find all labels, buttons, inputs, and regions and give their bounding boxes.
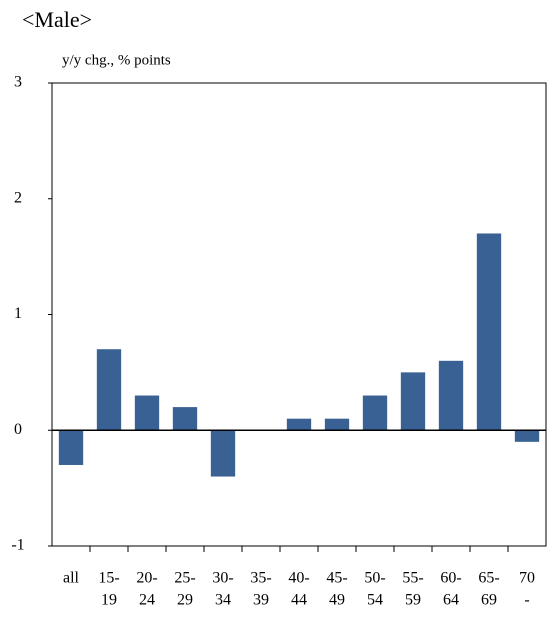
x-tick-label: 59 [405, 592, 421, 609]
x-tick-label: 54 [367, 592, 383, 609]
x-tick-label: 49 [329, 592, 345, 609]
x-tick-label: 34 [215, 592, 231, 609]
x-tick-label: 19 [101, 592, 117, 609]
x-tick-label: 55- [402, 570, 423, 587]
x-tick-label: 64 [443, 592, 459, 609]
x-tick-label: 45- [326, 570, 347, 587]
bar [438, 360, 464, 431]
y-tick-label: 0 [14, 421, 22, 438]
y-tick-label: -1 [11, 537, 24, 554]
x-tick-label: 39 [253, 592, 269, 609]
x-tick-label: 40- [288, 570, 309, 587]
x-tick-label: 24 [139, 592, 155, 609]
chart-title: <Male> [22, 7, 92, 32]
y-tick-label: 2 [14, 189, 22, 206]
bar [58, 430, 84, 465]
bar [172, 407, 198, 431]
x-tick-label: 20- [136, 570, 157, 587]
bar [286, 418, 312, 431]
bar [134, 395, 160, 431]
x-tick-label: all [63, 570, 80, 587]
x-tick-label: 15- [98, 570, 119, 587]
bar [210, 430, 236, 477]
y-axis-label: y/y chg., % points [62, 52, 171, 68]
plot-frame [51, 82, 547, 547]
y-tick-label: 3 [14, 74, 22, 91]
bar [362, 395, 388, 431]
x-tick-label: 29 [177, 592, 193, 609]
y-tick-label: 1 [14, 305, 22, 322]
bar [514, 430, 540, 442]
bar [476, 233, 502, 431]
x-tick-label: - [524, 592, 529, 609]
x-tick-label: 44 [291, 592, 307, 609]
x-tick-label: 25- [174, 570, 195, 587]
x-tick-label: 65- [478, 570, 499, 587]
bar [96, 349, 122, 431]
x-tick-label: 30- [212, 570, 233, 587]
x-tick-label: 35- [250, 570, 271, 587]
x-tick-label: 50- [364, 570, 385, 587]
bar [324, 418, 350, 431]
bar [400, 372, 426, 431]
x-tick-label: 69 [481, 592, 497, 609]
x-tick-label: 60- [440, 570, 461, 587]
x-tick-label: 70 [519, 570, 535, 587]
